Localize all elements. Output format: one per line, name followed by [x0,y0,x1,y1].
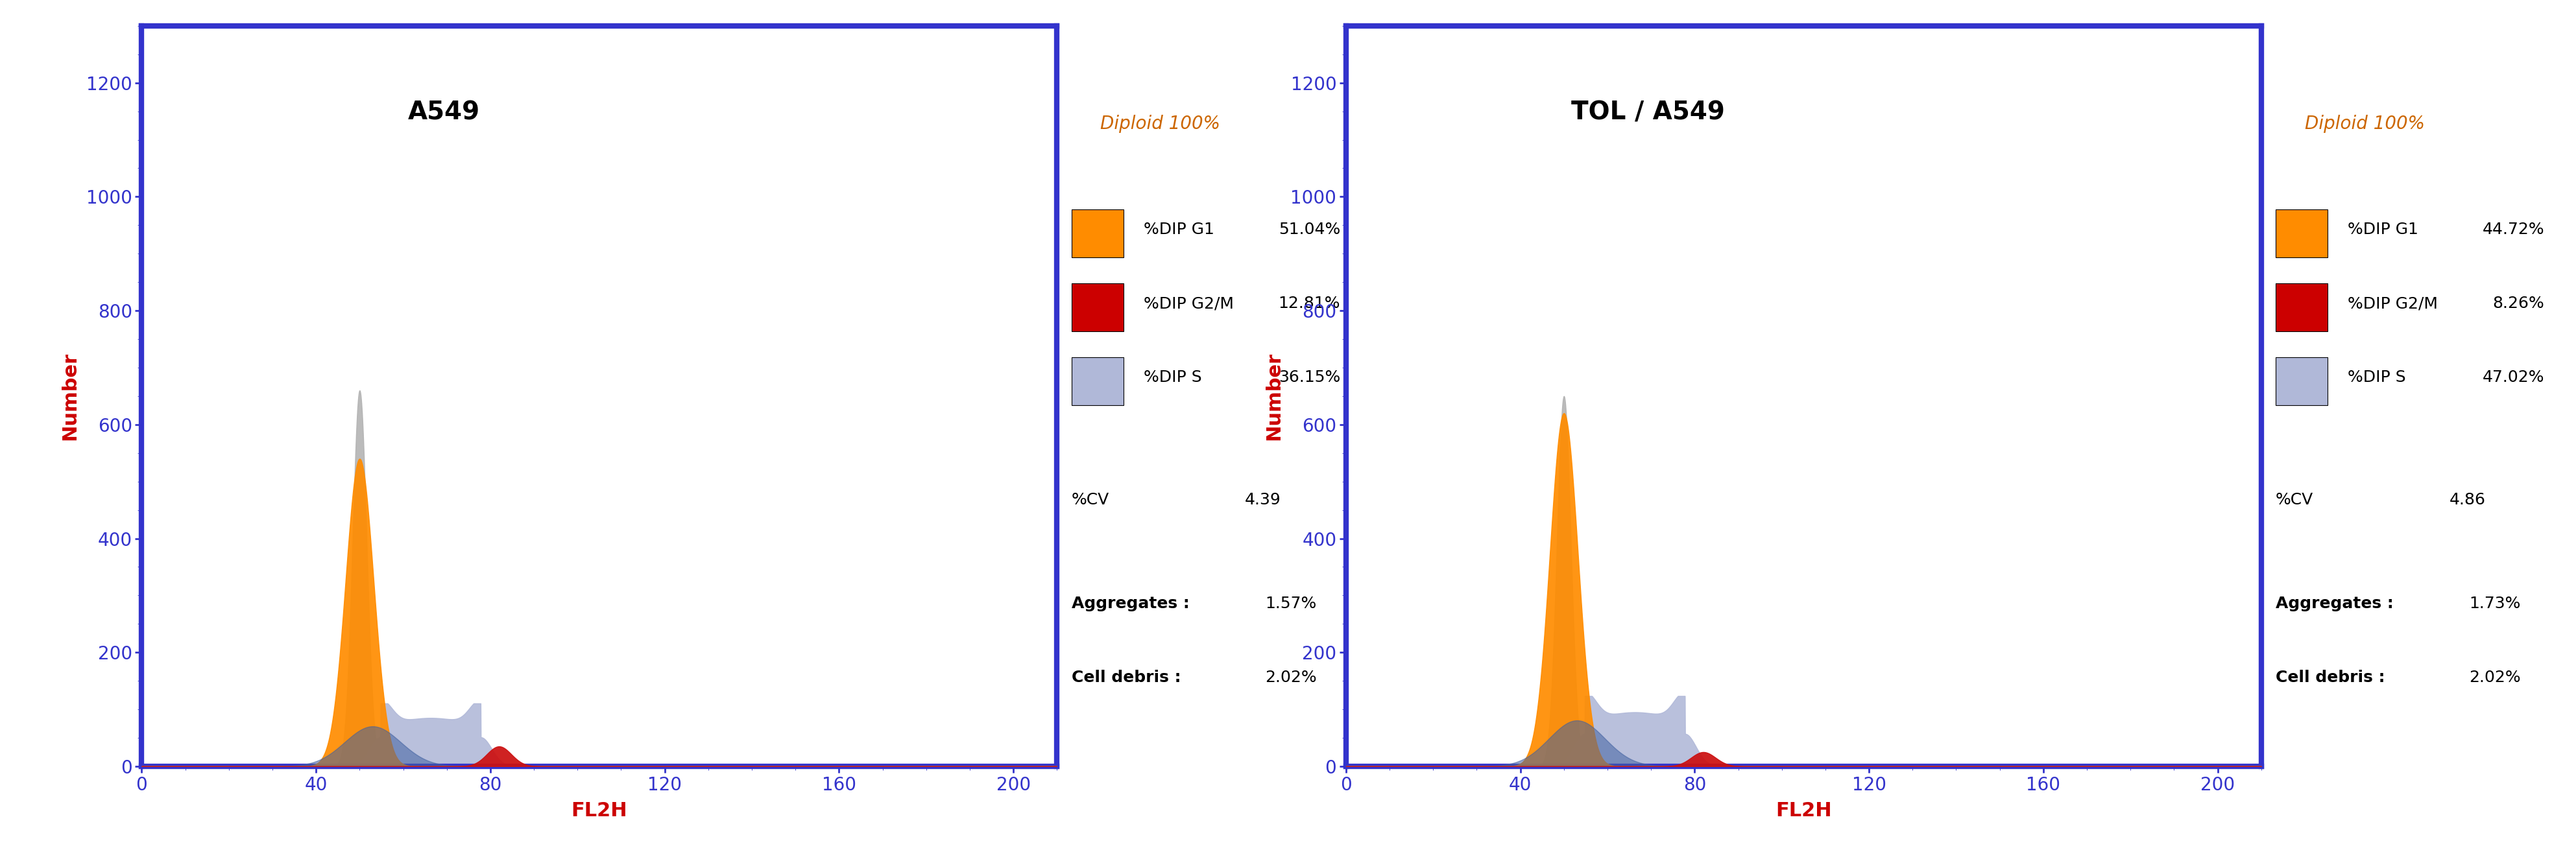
Text: 4.86: 4.86 [2450,492,2486,507]
Y-axis label: Number: Number [59,352,80,440]
Text: 2.02%: 2.02% [1265,670,1316,685]
Bar [2275,357,2329,406]
Text: Aggregates :: Aggregates : [2275,596,2393,611]
Bar [2275,283,2329,331]
Text: 44.72%: 44.72% [2483,221,2545,238]
Bar [2275,209,2329,257]
X-axis label: FL2H: FL2H [572,801,629,820]
Text: A549: A549 [407,100,479,125]
Text: 51.04%: 51.04% [1278,221,1340,238]
Text: TOL / A549: TOL / A549 [1571,100,1726,125]
Text: Diploid 100%: Diploid 100% [2306,115,2424,133]
Text: %DIP G2/M: %DIP G2/M [1144,295,1234,312]
Text: Cell debris :: Cell debris : [2275,670,2385,685]
Y-axis label: Number: Number [1265,352,1283,440]
Text: 8.26%: 8.26% [2494,295,2545,312]
Bar [1072,283,1123,331]
Text: 12.81%: 12.81% [1278,295,1340,312]
Text: 1.57%: 1.57% [1265,596,1316,611]
Text: Cell debris :: Cell debris : [1072,670,1180,685]
Bar [1072,357,1123,406]
Bar [1072,209,1123,257]
Text: %CV: %CV [2275,492,2313,507]
Text: %DIP G1: %DIP G1 [2347,221,2419,238]
Text: 2.02%: 2.02% [2470,670,2522,685]
Text: 36.15%: 36.15% [1278,369,1340,386]
Text: 1.73%: 1.73% [2470,596,2522,611]
Text: Aggregates :: Aggregates : [1072,596,1190,611]
Text: Diploid 100%: Diploid 100% [1100,115,1221,133]
Text: 47.02%: 47.02% [2483,369,2545,386]
Text: %DIP G2/M: %DIP G2/M [2347,295,2437,312]
Text: %CV: %CV [1072,492,1110,507]
Text: %DIP S: %DIP S [2347,369,2406,386]
X-axis label: FL2H: FL2H [1775,801,1832,820]
Text: 4.39: 4.39 [1244,492,1280,507]
Text: %DIP G1: %DIP G1 [1144,221,1213,238]
Text: %DIP S: %DIP S [1144,369,1203,386]
